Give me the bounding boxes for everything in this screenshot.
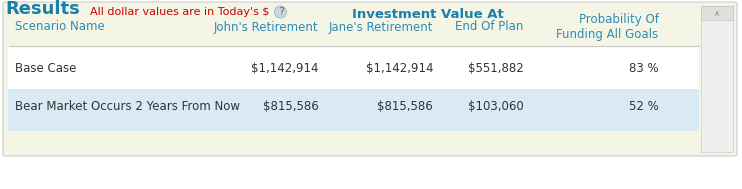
Text: ?: ?	[276, 7, 285, 17]
Text: $815,586: $815,586	[263, 101, 318, 114]
FancyBboxPatch shape	[3, 2, 737, 156]
Text: Probability Of
Funding All Goals: Probability Of Funding All Goals	[556, 13, 659, 41]
Text: John's Retirement: John's Retirement	[214, 20, 318, 33]
Text: End Of Plan: End Of Plan	[455, 20, 523, 33]
Bar	[8, 46, 699, 89]
Text: Investment Value At: Investment Value At	[352, 8, 504, 20]
Text: $551,882: $551,882	[467, 61, 523, 74]
Text: All dollar values are in Today's $: All dollar values are in Today's $	[90, 7, 269, 17]
Text: Bear Market Occurs 2 Years From Now: Bear Market Occurs 2 Years From Now	[15, 101, 240, 114]
Text: Scenario Name: Scenario Name	[15, 20, 105, 33]
Text: 52 %: 52 %	[628, 101, 659, 114]
Text: Base Case: Base Case	[15, 61, 76, 74]
Text: $1,142,914: $1,142,914	[366, 61, 433, 74]
Bar	[700, 6, 733, 152]
Text: ∧: ∧	[714, 9, 720, 18]
Text: Jane's Retirement: Jane's Retirement	[329, 20, 433, 33]
Bar	[700, 6, 733, 20]
Text: $103,060: $103,060	[467, 101, 523, 114]
Text: Results: Results	[5, 0, 79, 18]
Text: $1,142,914: $1,142,914	[251, 61, 318, 74]
Text: $815,586: $815,586	[378, 101, 433, 114]
Bar	[8, 89, 699, 131]
Text: 83 %: 83 %	[629, 61, 659, 74]
